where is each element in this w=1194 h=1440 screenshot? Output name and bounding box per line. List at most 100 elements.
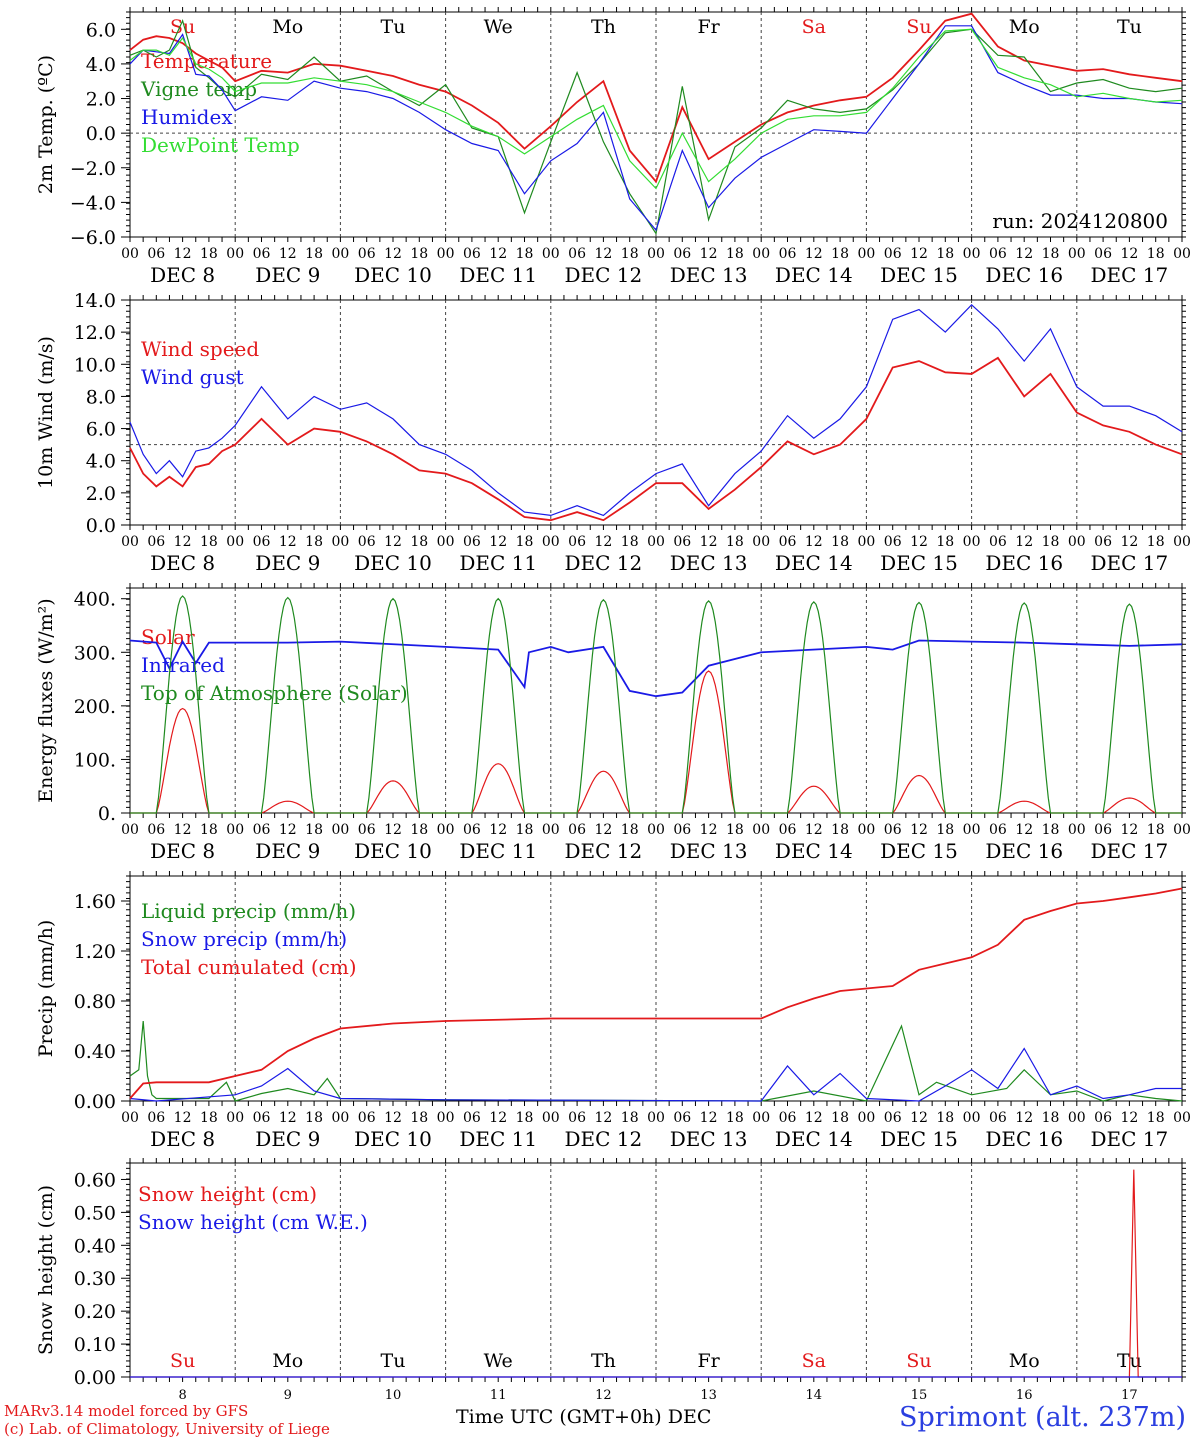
hour-tick-label: 12 [910,1110,928,1126]
series-line-snow-precip-mm-h- [129,1047,1182,1102]
date-label: DEC 8 [150,263,215,287]
hour-tick-label: 06 [884,1110,902,1126]
hour-tick-label: 18 [305,1110,323,1126]
panel-4: 0.00 0.40 0.80 1.20 1.60 Precip (mm/h) 00 06 12 1… [35,871,1191,1151]
hour-tick-label: 12 [1015,246,1033,262]
hour-tick-label: 12 [174,534,192,550]
legend-entry: Top of Atmosphere (Solar) [141,681,408,705]
hour-tick-label: 12 [805,1110,823,1126]
y-tick-label: 0.00 [74,1367,116,1389]
date-label: DEC 8 [150,1127,215,1151]
hour-tick-label: 18 [200,534,218,550]
hour-tick-label: 12 [1120,822,1138,838]
y-tick-label: 400. [74,589,116,611]
hour-tick-label: 00 [437,246,455,262]
date-label: DEC 8 [150,839,215,863]
hour-tick-label: 18 [621,1110,639,1126]
y-axis-label: Snow height (cm) [35,1185,57,1355]
day-name-label: Su [170,1350,195,1372]
hour-tick-label: 12 [279,534,297,550]
hour-tick-label: 06 [989,246,1007,262]
hour-tick-label: 18 [200,246,218,262]
hour-tick-label: 06 [253,246,271,262]
hour-tick-label: 06 [673,822,691,838]
date-label: DEC 16 [985,551,1063,575]
hour-tick-label: 18 [936,822,954,838]
hour-tick-label: 18 [621,822,639,838]
y-tick-label: 2.0 [86,483,116,505]
hour-tick-label: 00 [1068,822,1086,838]
hour-tick-label: 06 [358,246,376,262]
legend-entry: Snow precip (mm/h) [141,927,347,951]
day-number-label: 10 [385,1388,402,1403]
y-tick-label: 4.0 [86,451,116,473]
hour-tick-label: 00 [331,534,349,550]
day-number-label: 11 [490,1388,507,1403]
legend-entry: DewPoint Temp [141,133,300,157]
hour-tick-label: 00 [752,246,770,262]
date-label: DEC 12 [565,263,643,287]
hour-tick-label: 18 [831,1110,849,1126]
y-tick-label: 4.0 [86,54,116,76]
date-label: DEC 14 [775,263,853,287]
date-label: DEC 9 [255,263,320,287]
day-number-label: 13 [700,1388,717,1403]
hour-tick-label: 18 [726,246,744,262]
hour-tick-label: 12 [700,246,718,262]
hour-tick-label: 00 [1173,534,1191,550]
hour-tick-label: 18 [936,534,954,550]
hour-tick-label: 18 [410,1110,428,1126]
hour-tick-label: 18 [305,246,323,262]
date-label: DEC 10 [354,839,432,863]
hour-tick-label: 12 [279,1110,297,1126]
hour-tick-label: 12 [910,822,928,838]
hour-tick-label: 06 [884,534,902,550]
legend-entry: Vigne temp [140,77,257,101]
hour-tick-label: 00 [1173,822,1191,838]
hour-tick-label: 00 [1068,534,1086,550]
hour-tick-label: 06 [673,246,691,262]
hour-tick-label: 12 [1120,1110,1138,1126]
hour-tick-label: 18 [1042,822,1060,838]
date-label: DEC 11 [459,551,537,575]
hour-tick-label: 18 [831,534,849,550]
legend-entry: Infrared [141,653,225,677]
day-number-label: 17 [1121,1388,1138,1403]
hour-tick-label: 00 [752,1110,770,1126]
date-label: DEC 10 [354,551,432,575]
date-label: DEC 12 [565,1127,643,1151]
hour-tick-label: 00 [331,246,349,262]
day-name-label: Fr [697,16,720,38]
hour-tick-label: 12 [594,246,612,262]
hour-tick-label: 06 [147,534,165,550]
y-axis-label: 10m Wind (m/s) [35,336,57,489]
series-line-dewpoint-temp [129,28,1183,190]
hour-tick-label: 12 [384,534,402,550]
date-label: DEC 13 [670,839,748,863]
hour-tick-label: 06 [1094,822,1112,838]
legend-entry: Total cumulated (cm) [141,955,357,979]
date-label: DEC 15 [880,551,958,575]
hour-tick-label: 18 [936,1110,954,1126]
hour-tick-label: 12 [489,822,507,838]
date-label: DEC 16 [985,263,1063,287]
hour-tick-label: 00 [542,1110,560,1126]
day-name-label: Sa [802,16,826,38]
hour-tick-label: 18 [726,534,744,550]
hour-tick-label: 18 [305,534,323,550]
hour-tick-label: 18 [621,534,639,550]
hour-tick-label: 00 [437,1110,455,1126]
y-tick-label: 0.60 [74,1169,116,1191]
series-line-wind-gust [129,303,1183,517]
legend-entry: Snow height (cm) [138,1182,317,1206]
hour-tick-label: 00 [542,246,560,262]
hour-tick-label: 12 [384,822,402,838]
y-tick-label: −6.0 [70,227,116,249]
date-label: DEC 10 [354,1127,432,1151]
y-tick-label: 0.40 [74,1235,116,1257]
legend-entry: Humidex [141,105,233,129]
y-tick-label: 6.0 [86,19,116,41]
date-label: DEC 17 [1091,263,1169,287]
date-label: DEC 12 [565,551,643,575]
run-label: run: 2024120800 [992,209,1168,233]
